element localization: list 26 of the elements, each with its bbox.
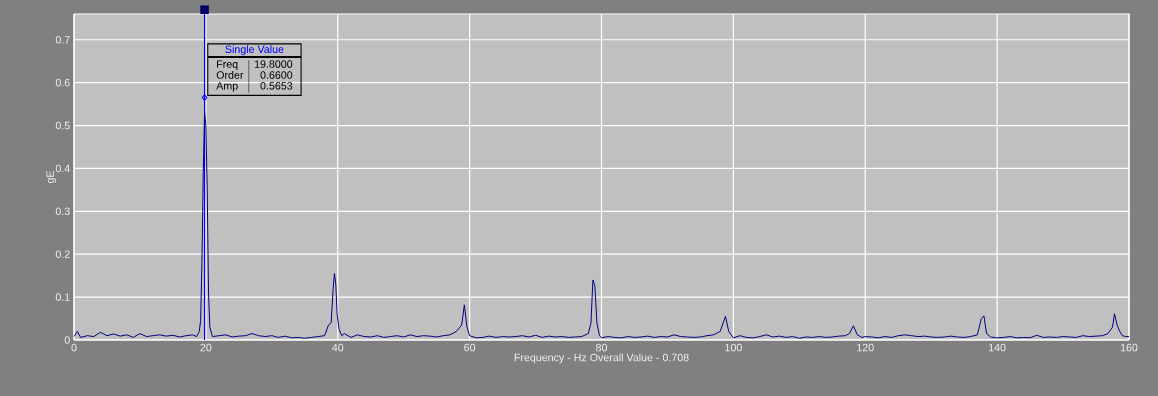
annotation: Amp <box>216 82 238 92</box>
y-axis-title: gE <box>46 170 56 184</box>
annotation: Freq <box>217 60 238 70</box>
y-tick-label: 0.5 <box>55 121 70 130</box>
x-tick-label: 100 <box>725 343 742 352</box>
annotation: Order <box>216 70 244 79</box>
x-tick-label: 60 <box>464 343 476 352</box>
x-tick-label: 120 <box>857 343 874 352</box>
x-tick-label: 140 <box>989 343 1006 352</box>
x-tick-label: 20 <box>200 343 212 352</box>
y-tick-label: 0.1 <box>55 293 70 301</box>
y-tick-label: 0.7 <box>55 35 70 44</box>
annotation: Single Value <box>225 45 284 56</box>
x-tick-label: 160 <box>1120 343 1138 352</box>
annotation: 0.5653 <box>260 82 293 90</box>
y-tick-label: 0.6 <box>55 78 70 87</box>
x-axis-title: Frequency - Hz Overall Value - 0.708 <box>514 353 689 364</box>
annotation: 19.8000 <box>254 60 293 68</box>
y-tick-label: 0.3 <box>55 207 70 216</box>
x-tick-label: 80 <box>596 343 608 352</box>
x-tick-label: 0 <box>71 343 77 352</box>
x-tick-label: 40 <box>332 343 344 352</box>
y-tick-label: 0.2 <box>55 250 70 258</box>
y-tick-label: 0 <box>64 336 70 344</box>
y-tick-label: 0.4 <box>55 164 70 173</box>
annotation: 0.6600 <box>260 71 293 79</box>
